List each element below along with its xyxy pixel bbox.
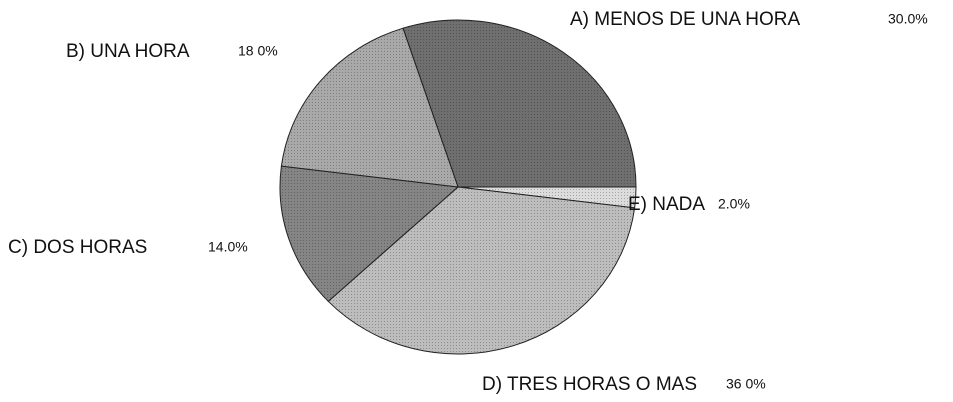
category-label: A) MENOS DE UNA HORA (570, 9, 800, 30)
value-label: 36 0% (726, 376, 766, 392)
pie (279, 19, 637, 355)
value-label: 30.0% (888, 11, 928, 27)
category-label: D) TRES HORAS O MAS (482, 374, 697, 395)
slice-texture (281, 28, 458, 188)
slice-texture (402, 19, 636, 188)
category-label: C) DOS HORAS (8, 237, 147, 258)
value-label: 14.0% (208, 239, 248, 255)
slice-texture (280, 166, 458, 302)
value-label: 18 0% (238, 43, 278, 59)
value-label: 2.0% (718, 196, 750, 212)
category-label: E) NADA (628, 194, 705, 215)
category-label: B) UNA HORA (66, 41, 190, 62)
labels: A) MENOS DE UNA HORA 30.0% E) NADA 2.0% D) T… (8, 9, 928, 395)
slice-texture (328, 187, 635, 355)
